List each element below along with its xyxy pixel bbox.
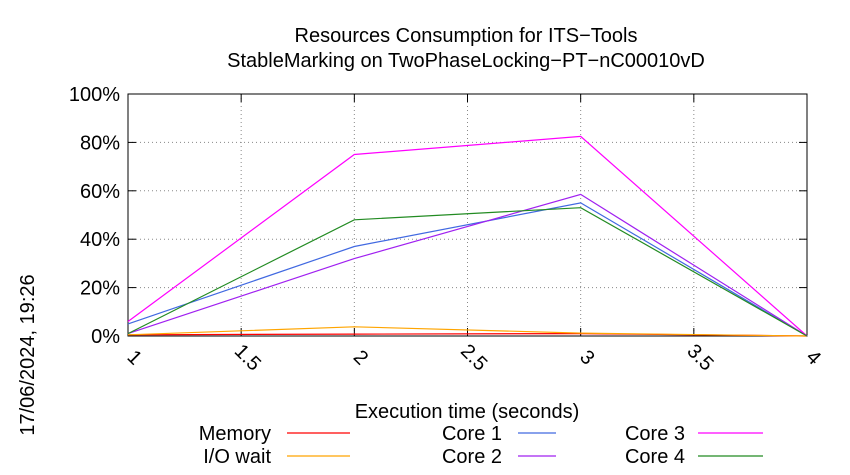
legend-label: Core 2 <box>442 446 502 468</box>
series-line-core-1 <box>127 202 808 337</box>
legend-label: Core 4 <box>625 446 685 468</box>
x-axis-label: Execution time (seconds) <box>355 401 580 423</box>
y-tick-label: 40% <box>80 229 120 251</box>
x-tick-label: 3.5 <box>682 340 717 375</box>
y-tick-label: 20% <box>80 278 120 300</box>
series-line-i-o-wait <box>127 326 808 337</box>
y-tick-label: 60% <box>80 181 120 203</box>
legend-label: Memory <box>199 423 271 445</box>
series-line-core-2 <box>127 193 808 337</box>
x-axis: 1 1.5 2 2.5 3 3.5 4 <box>123 94 825 375</box>
timestamp-label: 17/06/2024, 19:26 <box>17 274 39 435</box>
series-line-core-4 <box>127 207 808 337</box>
x-tick-label: 4 <box>802 346 825 369</box>
chart-subtitle: StableMarking on TwoPhaseLocking−PT−nC00… <box>227 50 705 72</box>
legend-label: Core 3 <box>625 423 685 445</box>
y-tick-label: 0% <box>91 326 120 348</box>
grid <box>128 94 807 336</box>
x-tick-label: 2.5 <box>456 340 491 375</box>
y-tick-label: 80% <box>80 132 120 154</box>
series-line-core-3 <box>127 135 808 337</box>
legend-label: Core 1 <box>442 423 502 445</box>
chart-title: Resources Consumption for ITS−Tools <box>295 25 638 47</box>
legend-label: I/O wait <box>203 446 271 468</box>
x-tick-label: 1 <box>123 346 146 369</box>
series-lines <box>127 135 808 337</box>
x-tick-label: 2 <box>349 346 372 369</box>
y-axis: 0% 20% 40% 60% 80% 100% <box>69 84 807 348</box>
x-tick-label: 1.5 <box>230 340 265 375</box>
x-tick-label: 3 <box>575 346 598 369</box>
y-tick-label: 100% <box>69 84 120 106</box>
